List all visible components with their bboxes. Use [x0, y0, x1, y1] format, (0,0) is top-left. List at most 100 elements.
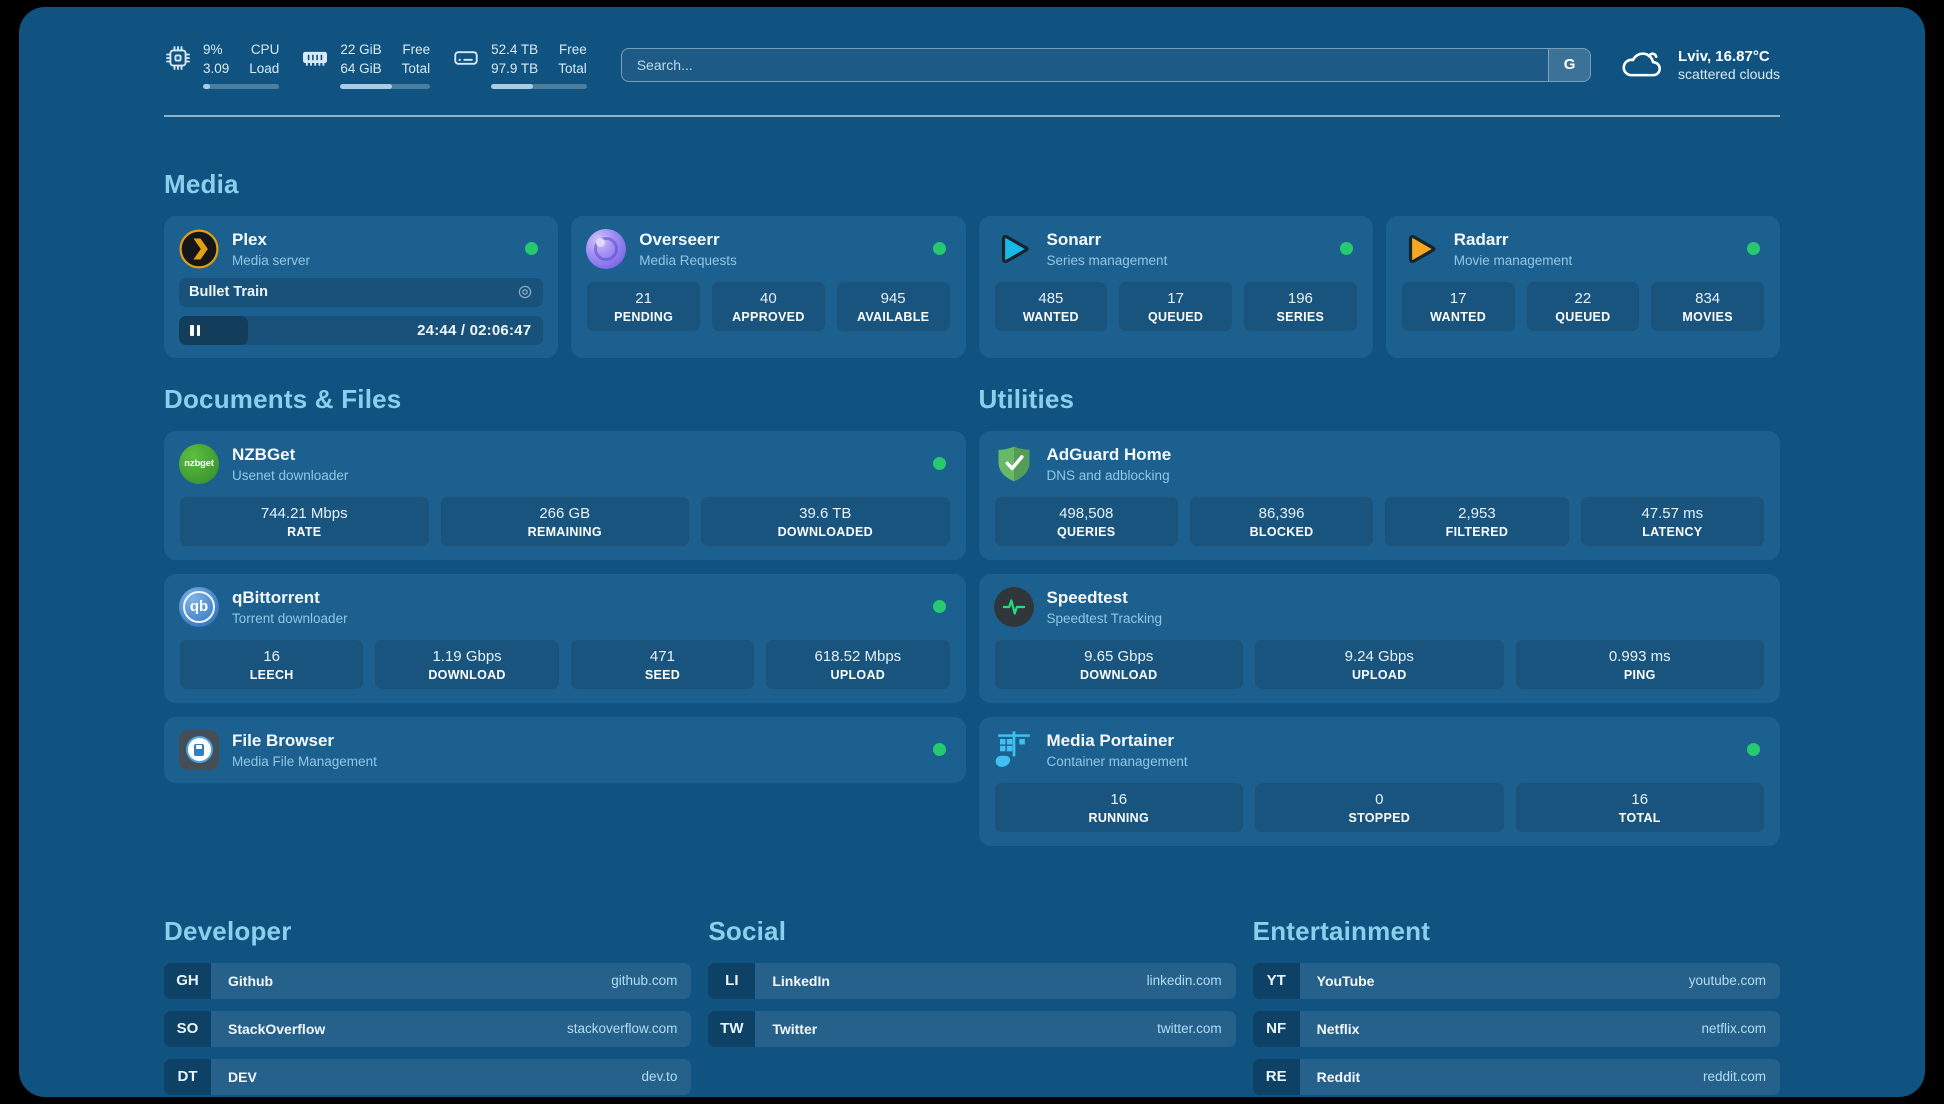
app-title: Radarr	[1453, 229, 1509, 249]
bookmark-url: reddit.com	[1702, 1069, 1766, 1085]
radarr-icon	[1401, 229, 1441, 269]
section-utilities: Utilities AdGuard Home DNS and adblockin…	[978, 383, 1780, 860]
app-subtitle: DNS and adblocking	[1046, 467, 1170, 483]
overseerr-icon	[586, 228, 627, 269]
disk-free: 52.4 TB	[491, 42, 539, 57]
app-subtitle: Movie management	[1453, 252, 1573, 268]
app-card-plex[interactable]: Plex Media server Bullet Train	[164, 215, 559, 358]
stat-remaining: 266 GB REMAINING	[439, 495, 690, 547]
stat-approved: 40 APPROVED	[711, 280, 826, 332]
app-card-filebrowser[interactable]: File Browser Media File Management	[164, 716, 966, 783]
stat-download: 9.65 Gbps DOWNLOAD	[993, 638, 1244, 690]
cloud-icon	[1619, 49, 1665, 81]
app-subtitle: Media Requests	[639, 252, 737, 268]
app-title: Sonarr	[1046, 229, 1102, 249]
stat-filtered: 2,953 FILTERED	[1384, 495, 1570, 547]
player-time: 24:44 / 02:06:47	[417, 321, 532, 339]
bookmark-twitter[interactable]: TW Twitter twitter.com	[708, 1010, 1236, 1047]
search-engine-button[interactable]: G	[1548, 48, 1591, 81]
bookmark-name: Netflix	[1316, 1020, 1360, 1037]
filebrowser-icon	[179, 729, 219, 770]
cpu-icon	[164, 44, 192, 72]
app-title: qBittorrent	[232, 587, 320, 607]
bookmark-abbr: YT	[1252, 962, 1300, 999]
disk-icon	[452, 44, 480, 72]
topbar: 9% 3.09 CPU Load	[164, 41, 1780, 89]
app-card-adguard[interactable]: AdGuard Home DNS and adblocking 498,508 …	[978, 430, 1780, 560]
app-subtitle: Speedtest Tracking	[1046, 610, 1163, 626]
section-header-utilities: Utilities	[978, 383, 1075, 414]
section-header-developer: Developer	[164, 915, 292, 946]
plex-icon	[179, 229, 219, 269]
cpu-progress-fill	[203, 83, 210, 89]
bookmark-github[interactable]: GH Github github.com	[164, 962, 692, 999]
bookmark-youtube[interactable]: YT YouTube youtube.com	[1252, 962, 1780, 999]
app-card-overseerr[interactable]: Overseerr Media Requests 21 PENDING 40 A…	[571, 215, 966, 358]
bookmark-url: stackoverflow.com	[567, 1021, 678, 1037]
app-card-speedtest[interactable]: Speedtest Speedtest Tracking 9.65 Gbps D…	[978, 573, 1780, 703]
app-subtitle: Series management	[1046, 252, 1168, 268]
cpu-label-2: Load	[249, 60, 280, 76]
bookmark-abbr: SO	[164, 1010, 211, 1047]
bookmark-group-developer: Developer GH Github github.com SO StackO…	[164, 915, 692, 1097]
app-card-radarr[interactable]: Radarr Movie management 17 WANTED 22 QUE…	[1385, 215, 1780, 358]
bookmark-stackoverflow[interactable]: SO StackOverflow stackoverflow.com	[164, 1010, 692, 1047]
memory-free: 22 GiB	[340, 42, 382, 57]
app-subtitle: Container management	[1046, 753, 1188, 769]
status-dot	[932, 457, 946, 471]
bookmark-netflix[interactable]: NF Netflix netflix.com	[1252, 1010, 1780, 1047]
now-playing-row: Bullet Train	[179, 277, 544, 307]
app-card-sonarr[interactable]: Sonarr Series management 485 WANTED 17 Q…	[978, 215, 1373, 358]
bookmark-linkedin[interactable]: LI LinkedIn linkedin.com	[708, 962, 1236, 999]
adguard-icon	[994, 444, 1034, 484]
topbar-divider	[164, 114, 1780, 117]
qbittorrent-icon-text: qb	[189, 598, 209, 616]
app-subtitle: Usenet downloader	[232, 467, 349, 483]
bookmark-group-entertainment: Entertainment YT YouTube youtube.com NF …	[1252, 916, 1780, 1097]
app-card-nzbget[interactable]: nzbget NZBGet Usenet downloader 744.21 M…	[164, 430, 966, 560]
app-subtitle: Media server	[232, 252, 311, 268]
bookmark-name: LinkedIn	[772, 972, 830, 989]
app-title: Plex	[232, 229, 267, 249]
stat-available: 945 AVAILABLE	[835, 280, 951, 332]
bookmark-dev[interactable]: DT DEV dev.to	[164, 1058, 692, 1095]
bookmark-reddit[interactable]: RE Reddit reddit.com	[1252, 1058, 1780, 1095]
pause-icon[interactable]	[190, 324, 200, 336]
search-bar: G	[620, 47, 1592, 82]
section-documents: Documents & Files nzbget NZBGet Usenet d…	[164, 384, 966, 797]
bookmark-abbr: TW	[708, 1010, 756, 1047]
bookmark-name: DEV	[228, 1068, 257, 1085]
sonarr-icon	[994, 229, 1034, 269]
bookmark-abbr: LI	[708, 962, 756, 999]
bookmark-url: linkedin.com	[1146, 973, 1222, 989]
bookmark-url: youtube.com	[1688, 973, 1766, 989]
nzbget-icon: nzbget	[179, 443, 219, 484]
search-input[interactable]	[621, 48, 1549, 81]
session-settings-icon[interactable]	[517, 284, 533, 300]
resource-cpu: 9% 3.09 CPU Load	[164, 41, 280, 89]
nzbget-icon-text: nzbget	[184, 458, 214, 470]
disk-total: 97.9 TB	[491, 60, 539, 76]
speedtest-icon	[993, 586, 1034, 627]
status-dot	[932, 242, 946, 256]
memory-progress-fill	[340, 83, 393, 89]
app-subtitle: Media File Management	[232, 753, 377, 769]
stat-downloaded: 39.6 TB DOWNLOADED	[700, 495, 951, 547]
stat-queries: 498,508 QUERIES	[993, 495, 1179, 547]
stat-stopped: 0 STOPPED	[1254, 781, 1505, 833]
app-card-portainer[interactable]: Media Portainer Container management 16 …	[978, 716, 1780, 846]
status-dot	[1339, 242, 1353, 256]
app-card-qbittorrent[interactable]: qb qBittorrent Torrent downloader 16 LEE…	[164, 573, 966, 703]
resource-disk: 52.4 TB 97.9 TB Free Total	[452, 41, 587, 89]
memory-total: 64 GiB	[340, 60, 382, 76]
stat-download: 1.19 Gbps DOWNLOAD	[374, 638, 560, 690]
stat-movies: 834 MOVIES	[1650, 280, 1765, 332]
app-title: NZBGet	[232, 444, 296, 464]
app-title: Media Portainer	[1046, 730, 1175, 750]
stat-queued: 22 QUEUED	[1525, 280, 1641, 332]
bookmark-abbr: NF	[1252, 1010, 1300, 1047]
status-dot	[1747, 242, 1760, 256]
bookmark-abbr: GH	[164, 962, 211, 999]
stat-queued: 17 QUEUED	[1118, 280, 1233, 332]
cpu-load: 3.09	[203, 60, 230, 76]
